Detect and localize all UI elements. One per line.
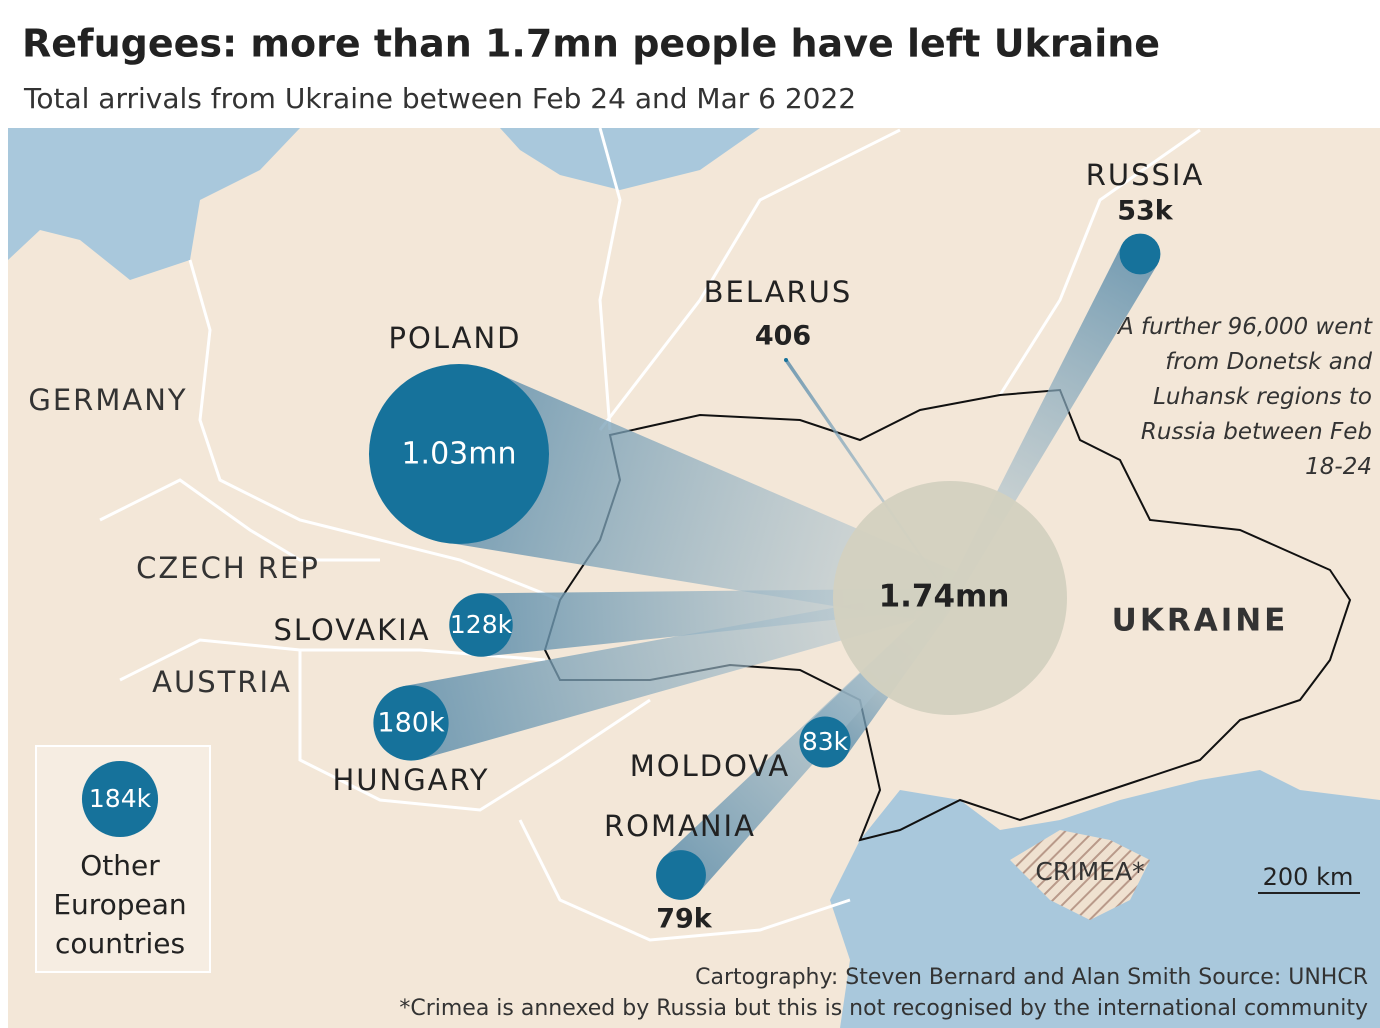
country-name: BELARUS bbox=[704, 275, 853, 309]
destination-circle bbox=[81, 760, 159, 838]
destination-circle bbox=[368, 363, 550, 545]
value-label: 406 bbox=[755, 321, 811, 352]
destination-circle bbox=[449, 593, 513, 657]
destination-circle bbox=[784, 358, 788, 362]
place-label: GERMANY bbox=[28, 383, 187, 417]
crimea bbox=[1010, 830, 1150, 920]
subtitle: Total arrivals from Ukraine between Feb … bbox=[23, 82, 856, 115]
country-name: ROMANIA bbox=[604, 809, 756, 843]
value-label: 180k bbox=[377, 708, 445, 739]
value-label: 79k bbox=[656, 904, 713, 935]
value-label: 83k bbox=[802, 727, 849, 756]
place-label: CZECH REP bbox=[136, 551, 320, 585]
borders bbox=[99, 127, 1201, 942]
value-label: 53k bbox=[1117, 196, 1174, 227]
flow-band bbox=[402, 587, 953, 760]
note: A further 96,000 went from Donetsk and L… bbox=[1117, 314, 1372, 480]
flow-band bbox=[479, 588, 951, 657]
value-label: 1.03mn bbox=[401, 437, 516, 472]
destination-circle bbox=[799, 716, 851, 768]
destination-circle bbox=[1119, 233, 1161, 275]
origin-value: 1.74mn bbox=[879, 579, 1010, 615]
place-label: CRIMEA* bbox=[1035, 857, 1144, 886]
flow-band bbox=[433, 367, 958, 624]
country-name: MOLDOVA bbox=[630, 749, 790, 783]
country-name: RUSSIA bbox=[1086, 158, 1205, 192]
title: Refugees: more than 1.7mn people have le… bbox=[22, 22, 1160, 66]
country-name: SLOVAKIA bbox=[273, 613, 430, 647]
place-label: AUSTRIA bbox=[152, 665, 292, 699]
baltic-sea bbox=[8, 128, 300, 280]
value-label: 128k bbox=[450, 610, 513, 639]
footnote: *Crimea is annexed by Russia but this is… bbox=[399, 996, 1368, 1021]
scale-label: 200 km bbox=[1263, 863, 1354, 891]
destination-circle bbox=[373, 685, 449, 761]
origin-name: UKRAINE bbox=[1112, 603, 1289, 639]
credit: Cartography: Steven Bernard and Alan Smi… bbox=[695, 965, 1368, 990]
destination-circle bbox=[656, 850, 706, 900]
origin-circle bbox=[832, 480, 1068, 716]
country-name: HUNGARY bbox=[332, 763, 489, 797]
sea bbox=[500, 128, 760, 190]
other-label: Other European countries bbox=[53, 849, 187, 960]
value-label: 184k bbox=[89, 784, 152, 813]
country-name: POLAND bbox=[389, 321, 522, 355]
